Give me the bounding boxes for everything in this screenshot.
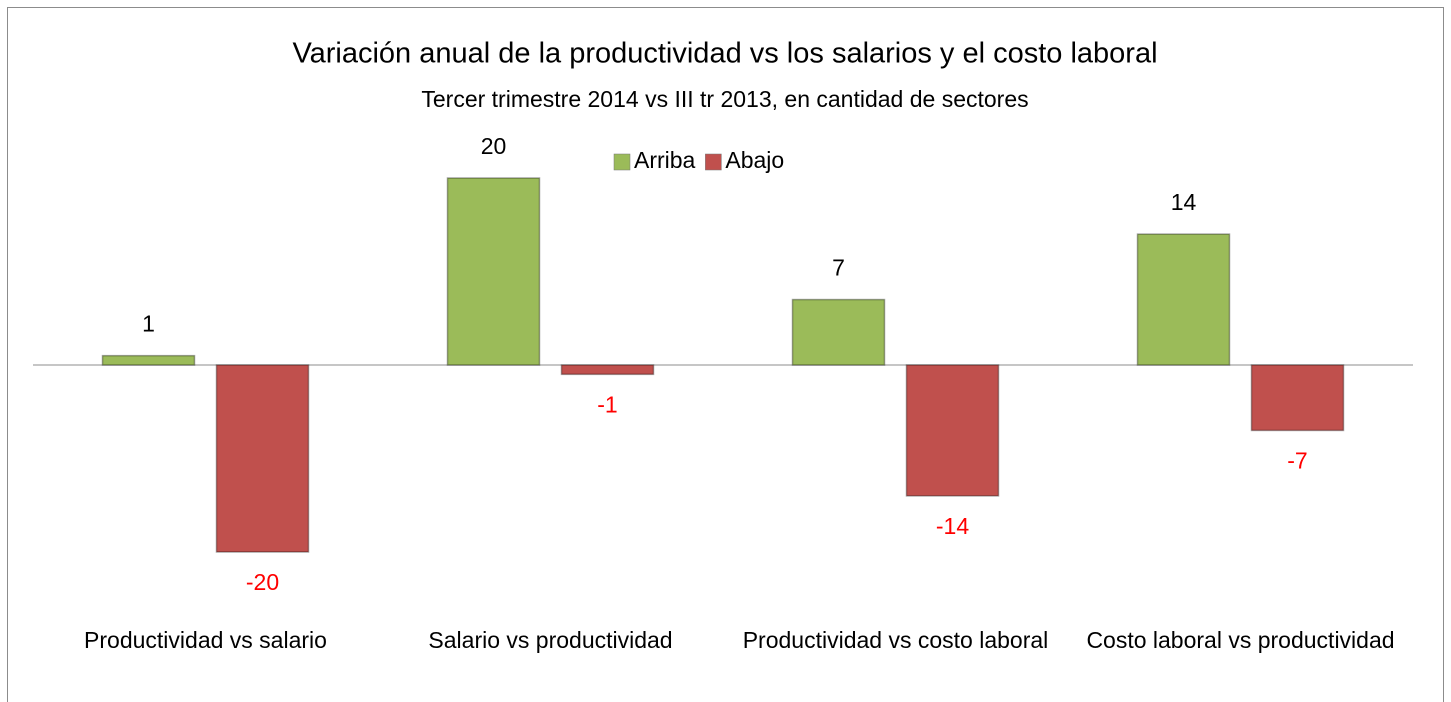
chart-subtitle: Tercer trimestre 2014 vs III tr 2013, en… xyxy=(421,86,1028,112)
x-tick-label: Productividad vs salario xyxy=(84,627,327,653)
legend-label: Abajo xyxy=(725,147,784,173)
chart-title: Variación anual de la productividad vs l… xyxy=(292,38,1157,70)
data-label: -7 xyxy=(1287,448,1307,474)
bar xyxy=(101,354,196,366)
data-label: -1 xyxy=(597,391,617,417)
legend-swatch xyxy=(613,153,631,171)
x-tick-label: Productividad vs costo laboral xyxy=(742,627,1049,653)
legend-label: Arriba xyxy=(634,147,696,173)
legend-swatch xyxy=(705,153,722,171)
data-label: -14 xyxy=(936,513,969,539)
bar xyxy=(905,364,1000,497)
bar xyxy=(560,364,655,376)
bar xyxy=(1136,233,1231,366)
data-label: 1 xyxy=(142,311,155,337)
x-tick-label: Salario vs productividad xyxy=(428,627,673,653)
data-label: 7 xyxy=(832,255,845,281)
data-label: 14 xyxy=(1171,189,1197,215)
bar xyxy=(791,298,886,366)
data-label: 20 xyxy=(481,133,507,159)
bar xyxy=(446,177,541,366)
bar xyxy=(1250,364,1345,432)
data-label: -20 xyxy=(246,569,279,595)
bar xyxy=(215,364,310,553)
x-tick-label: Costo laboral vs productividad xyxy=(1086,627,1395,653)
